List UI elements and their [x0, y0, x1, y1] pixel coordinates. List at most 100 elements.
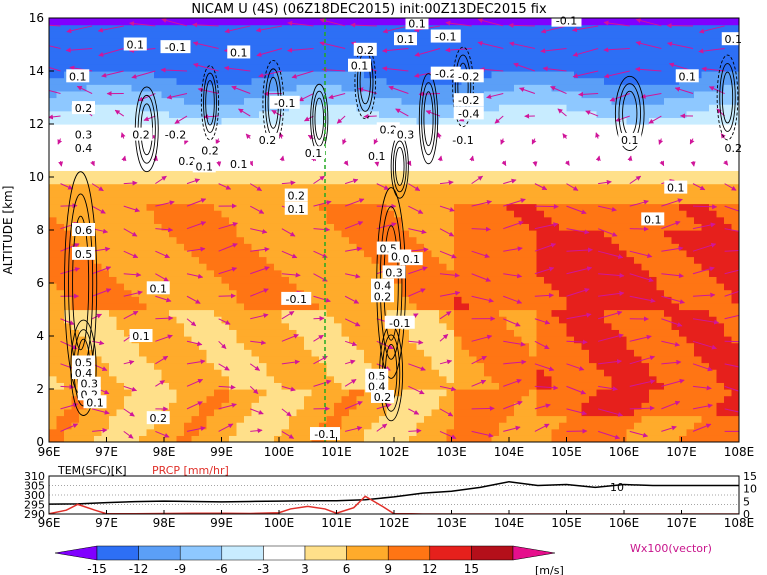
field-cell	[536, 203, 545, 211]
field-cell	[221, 355, 230, 364]
field-cell	[184, 77, 193, 85]
field-cell	[551, 31, 560, 39]
field-cell	[544, 375, 553, 383]
field-cell	[596, 342, 605, 350]
field-cell	[274, 51, 283, 59]
field-cell	[184, 64, 193, 72]
field-cell	[476, 263, 485, 271]
field-cell	[551, 435, 560, 442]
field-cell	[626, 263, 635, 271]
field-cell	[349, 196, 358, 205]
field-cell	[289, 256, 298, 264]
field-cell	[101, 77, 110, 85]
field-cell	[124, 104, 133, 112]
field-cell	[581, 415, 590, 423]
field-cell	[311, 342, 320, 350]
field-cell	[64, 223, 73, 231]
field-cell	[251, 163, 260, 171]
field-cell	[514, 355, 523, 364]
field-cell	[536, 183, 545, 191]
field-cell	[244, 355, 253, 364]
field-cell	[401, 402, 410, 410]
field-cell	[581, 428, 590, 436]
field-cell	[611, 137, 620, 145]
field-cell	[364, 322, 373, 330]
field-cell	[559, 203, 568, 211]
field-cell	[491, 362, 500, 370]
field-cell	[169, 309, 178, 317]
field-cell	[131, 243, 140, 251]
field-cell	[484, 342, 493, 350]
field-cell	[514, 369, 523, 377]
field-cell	[139, 269, 148, 277]
field-cell	[214, 349, 223, 357]
field-cell	[356, 104, 365, 112]
field-cell	[214, 309, 223, 317]
field-cell	[101, 210, 110, 218]
field-cell	[169, 395, 178, 403]
field-cell	[476, 316, 485, 324]
field-cell	[461, 64, 470, 72]
field-cell	[529, 97, 538, 105]
field-cell	[56, 97, 65, 105]
field-cell	[169, 230, 178, 238]
field-cell	[101, 51, 110, 59]
field-cell	[461, 190, 470, 198]
field-cell	[221, 137, 230, 145]
field-cell	[409, 289, 418, 297]
field-cell	[266, 389, 275, 397]
field-cell	[214, 276, 223, 284]
field-cell	[214, 71, 223, 79]
field-cell	[416, 362, 425, 370]
field-cell	[79, 289, 88, 297]
field-cell	[499, 402, 508, 410]
field-cell	[521, 428, 530, 436]
field-cell	[199, 124, 208, 132]
field-cell	[94, 256, 103, 264]
field-cell	[124, 57, 133, 65]
field-cell	[49, 283, 58, 291]
field-cell	[56, 263, 65, 271]
field-cell	[274, 322, 283, 330]
field-cell	[244, 362, 253, 370]
field-cell	[311, 71, 320, 79]
field-cell	[611, 342, 620, 350]
field-cell	[229, 124, 238, 132]
field-cell	[596, 44, 605, 52]
field-cell	[244, 269, 253, 277]
field-cell	[334, 230, 343, 238]
field-cell	[236, 302, 245, 311]
field-cell	[184, 203, 193, 211]
field-cell	[214, 163, 223, 171]
field-cell	[581, 77, 590, 85]
field-cell	[589, 269, 598, 277]
field-cell	[394, 77, 403, 85]
field-cell	[379, 415, 388, 423]
field-cell	[161, 77, 170, 85]
field-cell	[296, 342, 305, 350]
field-cell	[86, 177, 95, 185]
field-cell	[364, 77, 373, 85]
field-cell	[169, 389, 178, 397]
field-cell	[139, 422, 148, 430]
field-cell	[431, 44, 440, 52]
field-cell	[86, 276, 95, 284]
field-cell	[356, 143, 365, 152]
field-cell	[491, 422, 500, 430]
field-cell	[596, 243, 605, 251]
field-cell	[79, 408, 88, 417]
field-cell	[439, 170, 448, 178]
field-cell	[356, 77, 365, 85]
field-cell	[199, 263, 208, 271]
field-cell	[116, 269, 125, 277]
field-cell	[596, 143, 605, 152]
field-cell	[461, 336, 470, 344]
field-cell	[334, 249, 343, 258]
field-cell	[334, 124, 343, 132]
field-cell	[589, 402, 598, 410]
field-cell	[244, 422, 253, 430]
field-cell	[544, 355, 553, 364]
field-cell	[349, 216, 358, 224]
field-cell	[214, 415, 223, 423]
field-cell	[199, 117, 208, 125]
